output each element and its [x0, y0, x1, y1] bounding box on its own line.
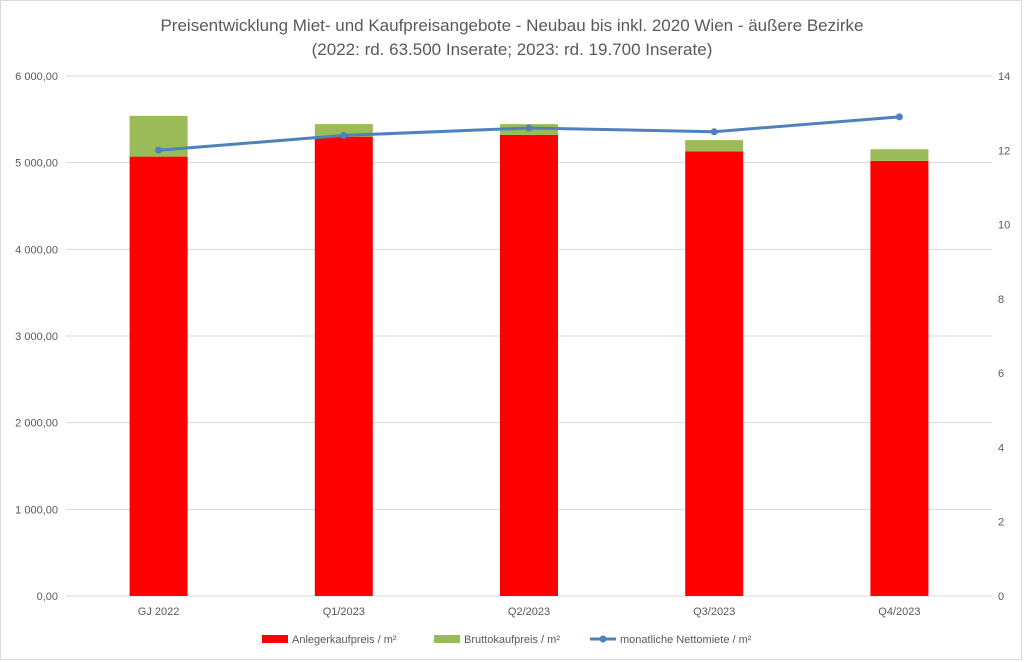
- legend-swatch: [262, 635, 288, 643]
- bar-anlegerkaufpreis: [870, 160, 929, 596]
- line-point: [340, 131, 348, 139]
- right-tick-label: 4: [998, 442, 1004, 454]
- left-axis-ticks: 0,00 1 000,00 2 000,00 3 000,00 4 000,00 5 00…: [15, 71, 58, 603]
- left-tick-label: 4 000,00: [15, 244, 58, 256]
- right-tick-label: 0: [998, 591, 1004, 603]
- category-label: Q2/2023: [508, 606, 550, 618]
- bar-bruttokaufpreis: [870, 149, 929, 161]
- line-point: [895, 113, 903, 121]
- chart-title-line2: (2022: rd. 63.500 Inserate; 2023: rd. 19…: [311, 40, 713, 59]
- legend-label: Anlegerkaufpreis / m²: [292, 634, 397, 646]
- legend-marker: [599, 635, 607, 643]
- right-axis-ticks: 0 2 4 6 8 10 12 14: [998, 71, 1010, 603]
- category-label: Q3/2023: [693, 606, 735, 618]
- bars: [129, 115, 929, 596]
- bar-anlegerkaufpreis: [129, 156, 188, 596]
- category-label: Q4/2023: [878, 606, 920, 618]
- left-tick-label: 2 000,00: [15, 418, 58, 430]
- bar-anlegerkaufpreis: [685, 151, 744, 596]
- bar-bruttokaufpreis: [685, 140, 744, 152]
- line-point: [155, 146, 163, 154]
- left-tick-label: 1 000,00: [15, 504, 58, 516]
- left-tick-label: 3 000,00: [15, 331, 58, 343]
- legend-label: Bruttokaufpreis / m²: [464, 634, 560, 646]
- bar-anlegerkaufpreis: [500, 134, 558, 596]
- line-point: [710, 128, 718, 136]
- legend-swatch: [434, 635, 460, 643]
- bar-anlegerkaufpreis: [314, 136, 373, 596]
- right-tick-label: 8: [998, 294, 1004, 306]
- legend-label: monatliche Nettomiete / m²: [620, 634, 752, 646]
- right-tick-label: 6: [998, 368, 1004, 380]
- line-series: [155, 113, 903, 154]
- chart-title: Preisentwicklung Miet- und Kaufpreisange…: [0, 14, 1024, 62]
- line-point: [525, 124, 533, 132]
- left-tick-label: 0,00: [37, 591, 58, 603]
- right-tick-label: 2: [998, 517, 1004, 529]
- legend: Anlegerkaufpreis / m² Bruttokaufpreis / m…: [262, 634, 752, 646]
- left-tick-label: 6 000,00: [15, 71, 58, 83]
- category-labels: GJ 2022 Q1/2023 Q2/2023 Q3/2023 Q4/2023: [138, 606, 921, 618]
- left-tick-label: 5 000,00: [15, 158, 58, 170]
- right-tick-label: 12: [998, 145, 1010, 157]
- chart-title-line1: Preisentwicklung Miet- und Kaufpreisange…: [160, 16, 864, 35]
- right-tick-label: 14: [998, 71, 1010, 83]
- category-label: GJ 2022: [138, 606, 180, 618]
- right-tick-label: 10: [998, 220, 1010, 232]
- category-label: Q1/2023: [323, 606, 365, 618]
